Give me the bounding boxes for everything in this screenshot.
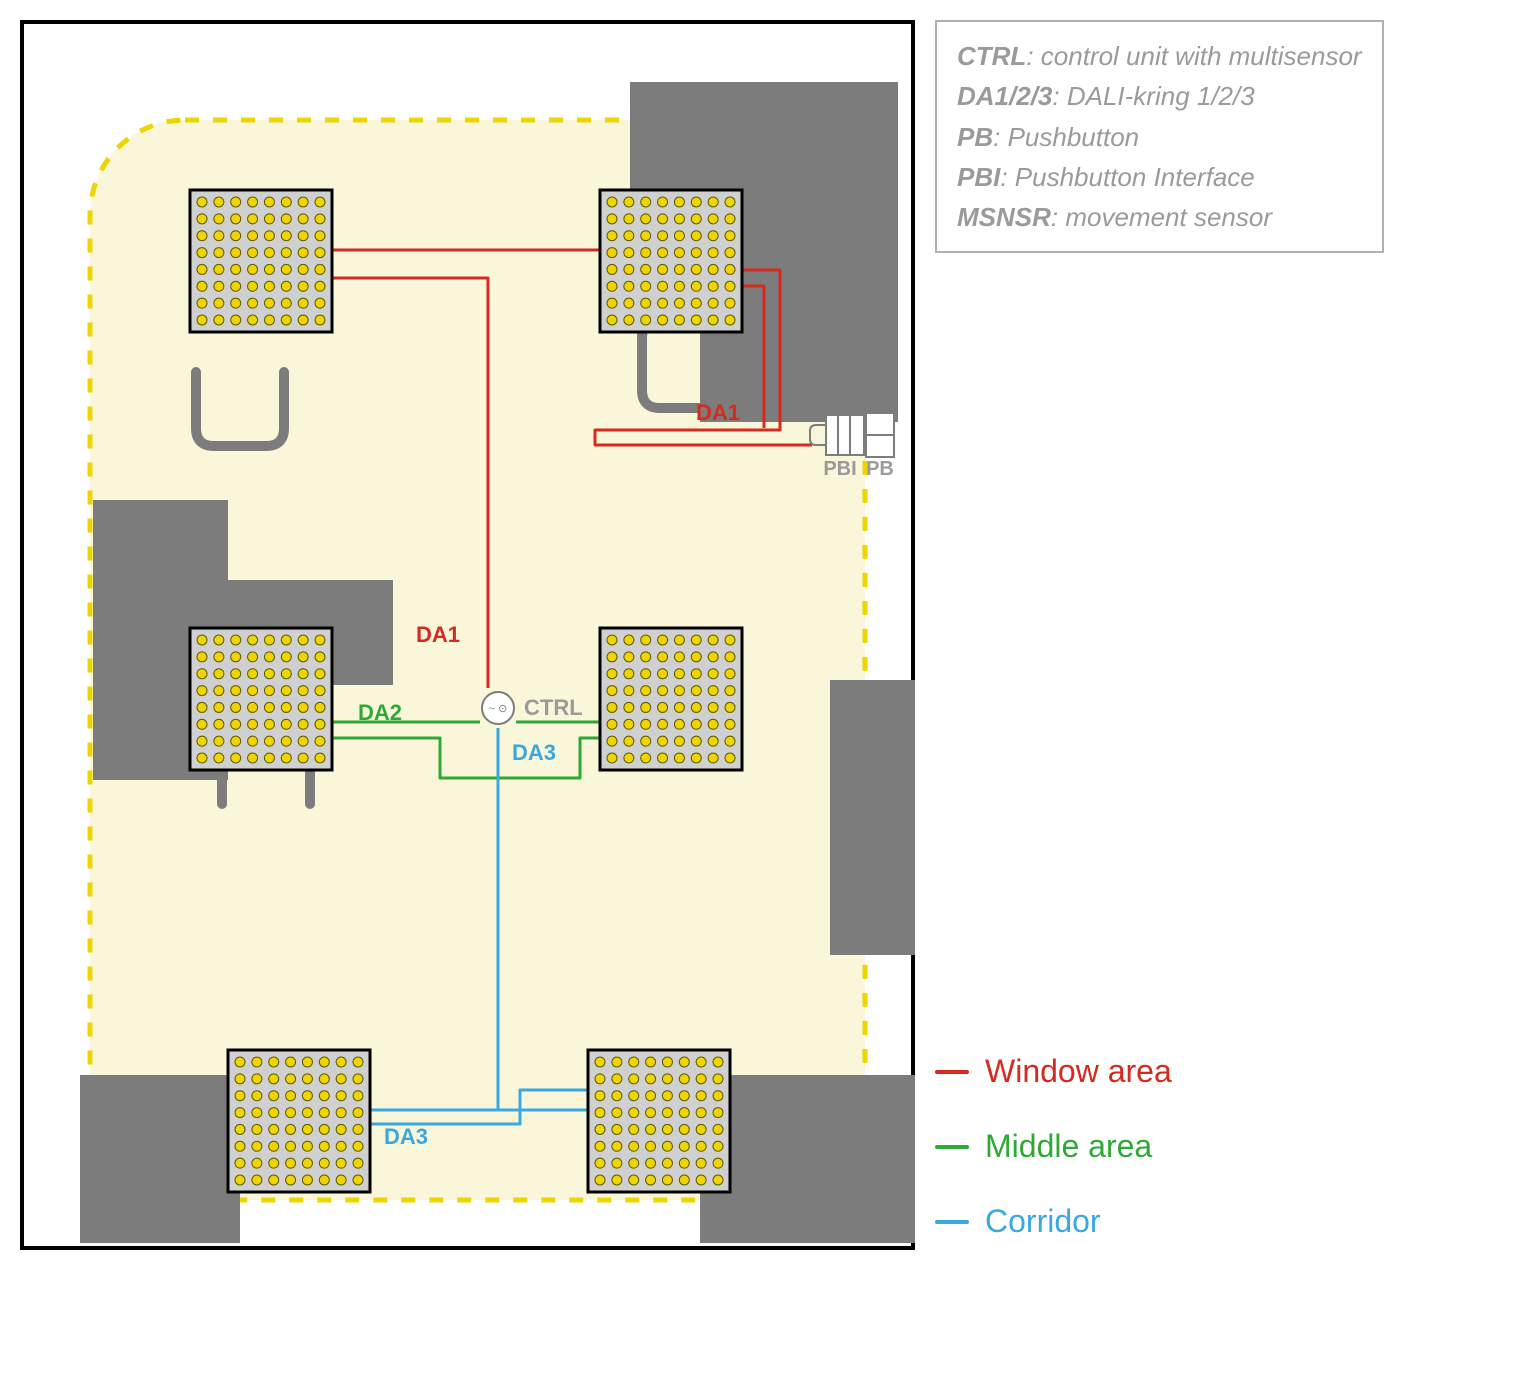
ctrl-label: CTRL [524, 695, 583, 720]
da3-label: DA3 [384, 1124, 428, 1149]
led-panel [600, 190, 742, 332]
abbreviation-term: MSNSR [957, 202, 1051, 232]
legend-swatch [935, 1070, 969, 1074]
pb-label: PB [866, 458, 894, 480]
furniture-block [700, 1075, 915, 1243]
led-panel [600, 628, 742, 770]
abbreviation-definition: : Pushbutton [993, 122, 1139, 152]
abbreviation-row: MSNSR: movement sensor [957, 197, 1362, 237]
svg-text:~ ⊙: ~ ⊙ [489, 703, 508, 715]
pbi-label: PBI [823, 458, 856, 480]
abbreviation-definition: : DALI-kring 1/2/3 [1052, 81, 1254, 111]
area-legend-row: Middle area [935, 1128, 1384, 1165]
da2-label: DA2 [358, 700, 402, 725]
da1-label: DA1 [416, 622, 460, 647]
abbreviation-row: CTRL: control unit with multisensor [957, 36, 1362, 76]
abbreviation-term: PBI [957, 162, 1000, 192]
abbreviation-row: PBI: Pushbutton Interface [957, 157, 1362, 197]
legend-label: Window area [985, 1053, 1172, 1090]
abbreviation-definition: : movement sensor [1051, 202, 1272, 232]
led-panel [190, 190, 332, 332]
legend-swatch [935, 1145, 969, 1149]
legend-label: Corridor [985, 1203, 1101, 1240]
da3-label: DA3 [512, 740, 556, 765]
abbreviation-term: PB [957, 122, 993, 152]
abbreviation-definition: : Pushbutton Interface [1000, 162, 1254, 192]
furniture-block [80, 1075, 240, 1243]
legend-swatch [935, 1220, 969, 1224]
legend-label: Middle area [985, 1128, 1152, 1165]
abbreviation-row: PB: Pushbutton [957, 117, 1362, 157]
floorplan-diagram: DA1 DA1 DA2 DA3 DA3 ~ ⊙ CTRL PBI PB [20, 20, 915, 1250]
led-panel [190, 628, 332, 770]
led-panel [228, 1050, 370, 1192]
area-legend-row: Window area [935, 1053, 1384, 1090]
area-legend: Window area Middle area Corridor [935, 1053, 1384, 1240]
area-legend-row: Corridor [935, 1203, 1384, 1240]
abbreviation-term: DA1/2/3 [957, 81, 1052, 111]
abbreviation-row: DA1/2/3: DALI-kring 1/2/3 [957, 76, 1362, 116]
abbreviation-definition: : control unit with multisensor [1026, 41, 1361, 71]
da1-label: DA1 [696, 400, 740, 425]
furniture-block [830, 680, 915, 955]
furniture-block [630, 82, 898, 192]
abbreviation-legend: CTRL: control unit with multisensorDA1/2… [935, 20, 1384, 253]
led-panel [588, 1050, 730, 1192]
abbreviation-term: CTRL [957, 41, 1026, 71]
